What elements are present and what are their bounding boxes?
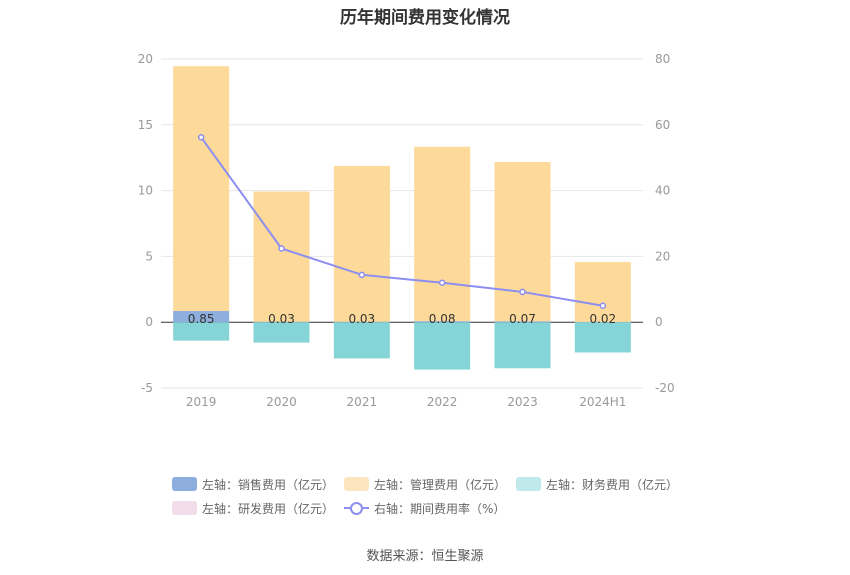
legend-swatch-admin xyxy=(344,477,369,491)
admin-bar xyxy=(574,262,631,322)
finance-bar xyxy=(414,322,471,370)
expense-ratio-line xyxy=(200,136,604,307)
sales-bar xyxy=(253,321,310,323)
sales-data-label: 0.85 xyxy=(188,312,215,326)
finance-bar xyxy=(574,322,631,353)
admin-bar xyxy=(333,165,390,322)
legend-label-rnd: 左轴：研发费用（亿元） xyxy=(202,501,335,516)
left-tick-label: 0 xyxy=(145,315,153,329)
left-tick-label: 20 xyxy=(138,52,153,66)
finance-bar xyxy=(253,322,310,343)
admin-bar xyxy=(414,146,471,322)
legend-label-admin: 左轴：管理费用（亿元） xyxy=(374,477,507,492)
sales-bar xyxy=(574,321,631,323)
finance-bar xyxy=(333,322,390,359)
admin-bar xyxy=(494,162,551,322)
legend-item-admin[interactable]: 左轴：管理费用（亿元） xyxy=(344,476,516,493)
x-tick-label: 2024H1 xyxy=(579,395,626,409)
legend-swatch-finance xyxy=(516,477,541,491)
x-tick-label: 2022 xyxy=(427,395,458,409)
x-tick-label: 2020 xyxy=(266,395,297,409)
x-tick-label: 2023 xyxy=(507,395,538,409)
legend-item-expense-ratio[interactable]: 右轴：期间费用率（%） xyxy=(344,500,516,517)
right-tick-label: 20 xyxy=(655,249,670,263)
sales-data-label: 0.02 xyxy=(589,312,616,326)
chart-plot: -5 0 5 10 15 20 -20 0 20 40 60 80 2019 2020 2021 2022 20… xyxy=(138,52,675,409)
x-tick-label: 2021 xyxy=(347,395,378,409)
chart-title: 历年期间费用变化情况 xyxy=(340,8,510,28)
legend-label-sales: 左轴：销售费用（亿元） xyxy=(202,477,335,492)
left-tick-label: -5 xyxy=(141,381,153,395)
expense-ratio-point xyxy=(438,279,446,286)
right-tick-label: -20 xyxy=(655,381,675,395)
data-source: 数据来源：恒生聚源 xyxy=(366,549,484,564)
admin-bar xyxy=(173,66,230,312)
sales-bar xyxy=(333,321,390,323)
right-tick-label: 80 xyxy=(655,52,670,66)
x-tick-label: 2019 xyxy=(186,395,217,409)
sales-bar xyxy=(173,311,230,323)
right-tick-label: 40 xyxy=(655,184,670,198)
left-tick-label: 10 xyxy=(138,184,153,198)
finance-bar xyxy=(173,322,230,341)
finance-bar xyxy=(494,322,551,369)
legend-label-expense-ratio: 右轴：期间费用率（%） xyxy=(374,501,506,516)
expense-ratio-point xyxy=(519,288,526,296)
sales-data-label: 0.07 xyxy=(509,312,536,326)
sales-bar xyxy=(494,321,551,323)
sales-data-label: 0.03 xyxy=(268,312,295,326)
admin-bar xyxy=(253,191,310,322)
legend-swatch-expense-ratio xyxy=(344,501,369,515)
sales-bar xyxy=(414,321,471,323)
right-tick-label: 0 xyxy=(655,315,663,329)
legend-item-sales[interactable]: 左轴：销售费用（亿元） xyxy=(172,476,344,493)
expense-ratio-point xyxy=(358,271,366,279)
legend-item-finance[interactable]: 左轴：财务费用（亿元） xyxy=(516,476,688,493)
expense-ratio-point xyxy=(599,302,607,309)
left-tick-label: 15 xyxy=(138,118,153,132)
legend-swatch-sales xyxy=(172,477,197,491)
expense-ratio-point xyxy=(197,134,205,141)
legend-swatch-rnd xyxy=(172,501,197,515)
legend-label-finance: 左轴：财务费用（亿元） xyxy=(546,477,679,492)
right-tick-label: 60 xyxy=(655,118,670,132)
sales-data-label: 0.08 xyxy=(429,312,456,326)
legend-item-rnd[interactable]: 左轴：研发费用（亿元） xyxy=(172,500,344,517)
left-tick-label: 5 xyxy=(145,249,153,263)
expense-ratio-point xyxy=(278,245,285,252)
sales-data-label: 0.03 xyxy=(348,312,375,326)
chart-legend: 左轴：销售费用（亿元） 左轴：管理费用（亿元） 左轴：财务费用（亿元） 左轴：研… xyxy=(172,472,712,520)
